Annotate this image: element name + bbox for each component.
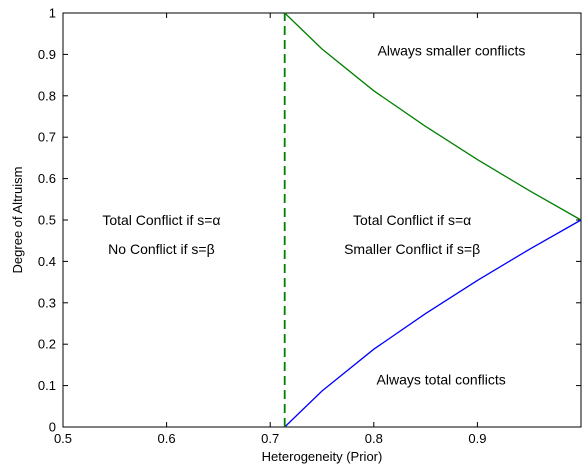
x-tick-label: 0.5 — [54, 431, 72, 446]
ticks-layer: 0.5 0.6 0.7 0.8 0.9 0 0.1 0.2 0.3 0.4 0.5 0.6 0.7 0.8… — [38, 6, 581, 446]
annotation-label: Total Conflict if s=α — [102, 212, 220, 228]
y-tick-label: 0.8 — [38, 88, 56, 103]
y-tick-label: 0.2 — [38, 337, 56, 352]
annotation-layer: Always smaller conflicts Total Conflict i… — [102, 42, 525, 387]
y-tick-label: 0.1 — [38, 378, 56, 393]
annotation-label: Always total conflicts — [377, 371, 506, 387]
y-tick-label: 0.7 — [38, 130, 56, 145]
y-tick-label: 0.4 — [38, 254, 56, 269]
series-line-2 — [284, 219, 582, 428]
annotation-label: Total Conflict if s=α — [353, 212, 471, 228]
y-tick-label: 0.3 — [38, 295, 56, 310]
x-axis-label: Heterogeneity (Prior) — [262, 449, 383, 464]
x-tick-label: 0.6 — [158, 431, 176, 446]
x-tick-label: 0.9 — [468, 431, 486, 446]
y-tick-label: 0.9 — [38, 47, 56, 62]
annotation-label: Always smaller conflicts — [378, 42, 526, 58]
y-tick-label: 1 — [49, 6, 56, 21]
y-tick-label: 0.5 — [38, 213, 56, 228]
y-axis-label: Degree of Altruism — [10, 167, 25, 274]
series-line-1 — [284, 12, 582, 221]
y-tick-label: 0 — [49, 420, 56, 435]
x-tick-label: 0.7 — [261, 431, 279, 446]
annotation-label: No Conflict if s=β — [108, 241, 214, 257]
y-tick-label: 0.6 — [38, 171, 56, 186]
series-layer — [283, 12, 582, 428]
annotation-label: Smaller Conflict if s=β — [344, 241, 480, 257]
x-tick-label: 0.8 — [365, 431, 383, 446]
